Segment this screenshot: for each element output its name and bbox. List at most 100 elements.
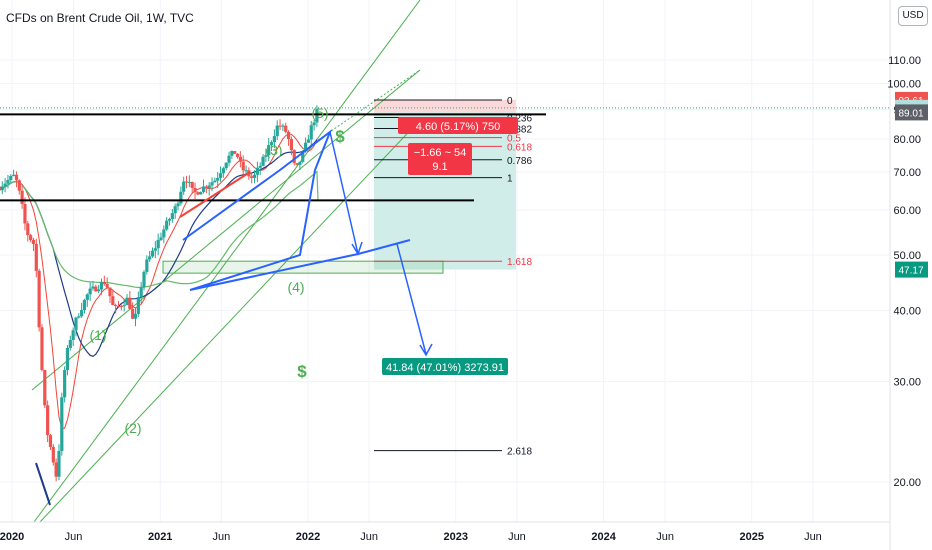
channel-dotted bbox=[317, 69, 421, 141]
chart-title: CFDs on Brent Crude Oil, 1W, TVC bbox=[6, 11, 194, 25]
candle-body bbox=[125, 297, 129, 306]
wave-label: (5) bbox=[311, 105, 328, 121]
candle-body bbox=[179, 191, 183, 204]
dollar-mark: $ bbox=[335, 127, 345, 146]
candle-body bbox=[88, 288, 92, 295]
y-tick-label: 30.00 bbox=[893, 377, 921, 389]
candle-body bbox=[207, 185, 211, 189]
price-tag-bg bbox=[895, 261, 928, 278]
red-trendline bbox=[179, 171, 251, 218]
y-tick-label: 80.00 bbox=[893, 134, 921, 146]
candle-body bbox=[301, 151, 305, 162]
position-bottom-bg bbox=[382, 358, 508, 375]
candle-body bbox=[91, 286, 95, 289]
candle-body bbox=[275, 125, 279, 137]
candle-body bbox=[23, 203, 27, 224]
candle-body bbox=[133, 313, 138, 319]
x-tick-label: Jun bbox=[508, 531, 526, 543]
candle-body bbox=[148, 256, 152, 260]
candle-body bbox=[114, 305, 118, 307]
candles bbox=[0, 105, 319, 482]
candle-body bbox=[204, 186, 208, 189]
candle-body bbox=[119, 306, 123, 308]
wave-label: (1) bbox=[89, 327, 106, 343]
candle-body bbox=[261, 156, 265, 166]
candle-body bbox=[199, 192, 203, 195]
price-tag-label: 47.17 bbox=[898, 266, 923, 277]
y-tick-label: 100.00 bbox=[887, 79, 921, 91]
fib-label: 0.382 bbox=[507, 125, 532, 136]
wave-label: (4) bbox=[287, 279, 304, 295]
currency-button[interactable]: USD bbox=[898, 6, 928, 26]
candle-body bbox=[258, 165, 262, 168]
fib-label: 2.618 bbox=[507, 447, 532, 458]
x-tick-label: Jun bbox=[360, 531, 378, 543]
candle-body bbox=[139, 287, 143, 298]
candle-body bbox=[82, 299, 87, 311]
position-mid-label: 9.1 bbox=[432, 161, 447, 173]
candle-body bbox=[68, 339, 72, 348]
arrow-2-head bbox=[419, 343, 433, 357]
candle-body bbox=[48, 435, 53, 447]
price-tag-bg bbox=[895, 104, 928, 121]
candle-body bbox=[128, 297, 132, 309]
candle-body bbox=[295, 163, 299, 165]
candle-body bbox=[46, 405, 50, 436]
fib-label: 0.5 bbox=[507, 134, 521, 145]
candle-body bbox=[102, 282, 106, 284]
candle-body bbox=[0, 186, 4, 191]
candle-body bbox=[170, 213, 174, 219]
position-top-label: 4.60 (5.17%) 750 bbox=[416, 121, 500, 133]
channel-lower bbox=[39, 119, 421, 523]
candle-body bbox=[60, 397, 64, 451]
x-tick-label: 2025 bbox=[740, 531, 764, 543]
candle-body bbox=[71, 330, 75, 340]
x-tick-label: Jun bbox=[212, 531, 230, 543]
candle-body bbox=[29, 235, 33, 241]
candle-body bbox=[14, 174, 19, 181]
candle-body bbox=[306, 139, 311, 143]
candle-body bbox=[184, 181, 189, 183]
candle-body bbox=[156, 239, 160, 249]
loss-zone bbox=[374, 99, 516, 113]
x-tick-label: 2021 bbox=[148, 531, 172, 543]
x-tick-label: 2022 bbox=[296, 531, 320, 543]
candle-body bbox=[286, 131, 291, 140]
candle-body bbox=[85, 294, 89, 300]
candle-body bbox=[298, 161, 302, 165]
candle-body bbox=[57, 450, 61, 477]
arrow-1 bbox=[329, 131, 359, 255]
candle-body bbox=[159, 237, 163, 240]
candle-body bbox=[224, 162, 228, 169]
candle-body bbox=[173, 206, 177, 214]
candle-body bbox=[34, 243, 38, 271]
y-tick-label: 70.00 bbox=[893, 167, 921, 179]
candle-body bbox=[167, 218, 172, 221]
candle-body bbox=[272, 136, 276, 143]
x-tick-label: Jun bbox=[65, 531, 83, 543]
arrow-1-head bbox=[351, 241, 363, 256]
ma-long bbox=[0, 170, 319, 288]
fib-label: 0.618 bbox=[507, 142, 532, 153]
price-tag-label: 89.01 bbox=[898, 108, 923, 119]
wedge-lines bbox=[182, 129, 411, 291]
candle-body bbox=[233, 151, 237, 154]
x-tick-label: 2020 bbox=[0, 531, 24, 543]
dollar-mark: $ bbox=[297, 362, 307, 381]
annotations: (5) (3) (4) (1) (2) $ $4.60 (5.17%) 750 −1.66 ~… bbox=[89, 105, 518, 436]
candle-body bbox=[267, 145, 271, 156]
candle-body bbox=[201, 186, 206, 193]
profit-zone bbox=[374, 112, 516, 270]
candle-body bbox=[216, 177, 220, 181]
candle-body bbox=[6, 179, 10, 184]
position-mid-bg bbox=[408, 143, 472, 175]
y-tick-label: 40.00 bbox=[893, 305, 921, 317]
candle-body bbox=[12, 174, 16, 176]
candle-body bbox=[250, 176, 254, 178]
candle-body bbox=[193, 187, 197, 193]
candle-body bbox=[108, 287, 112, 297]
candle-body bbox=[227, 155, 231, 163]
candle-body bbox=[111, 296, 115, 306]
